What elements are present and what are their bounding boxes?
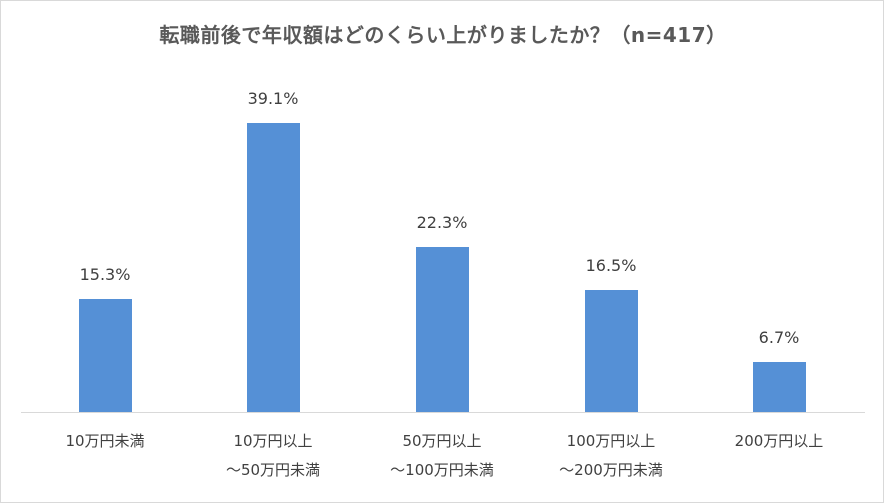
- category-label-line: ～200万円未満: [559, 461, 663, 479]
- chart-title: 転職前後で年収額はどのくらい上がりましたか？（n=417）: [159, 23, 727, 47]
- category-label-line: 50万円以上: [402, 432, 482, 450]
- bar: [415, 247, 469, 412]
- bar: [584, 290, 638, 412]
- category-label-line: 10万円未満: [65, 432, 145, 450]
- category-label-line: ～50万円未満: [225, 461, 321, 479]
- data-label: 16.5%: [585, 256, 637, 276]
- bar: [78, 298, 132, 412]
- x-axis-line: [21, 412, 865, 413]
- category-label-line: [20, 456, 190, 485]
- category-label-line: [694, 456, 864, 485]
- bar: [752, 362, 806, 412]
- data-label: 22.3%: [416, 213, 468, 233]
- data-label: 39.1%: [247, 89, 299, 109]
- category-label-line: 100万円以上: [566, 432, 656, 450]
- category-label: 200万円以上: [694, 427, 864, 485]
- bar: [246, 123, 300, 412]
- category-label: 10万円未満: [20, 427, 190, 485]
- category-label-line: 200万円以上: [734, 432, 824, 450]
- category-label-line: ～100万円未満: [390, 461, 494, 479]
- category-label: 50万円以上 ～100万円未満: [357, 427, 527, 485]
- category-label: 100万円以上 ～200万円未満: [526, 427, 696, 485]
- data-label: 15.3%: [79, 264, 131, 284]
- data-label: 6.7%: [758, 328, 800, 348]
- category-label-line: 10万円以上: [233, 432, 313, 450]
- category-label: 10万円以上 ～50万円未満: [188, 427, 358, 485]
